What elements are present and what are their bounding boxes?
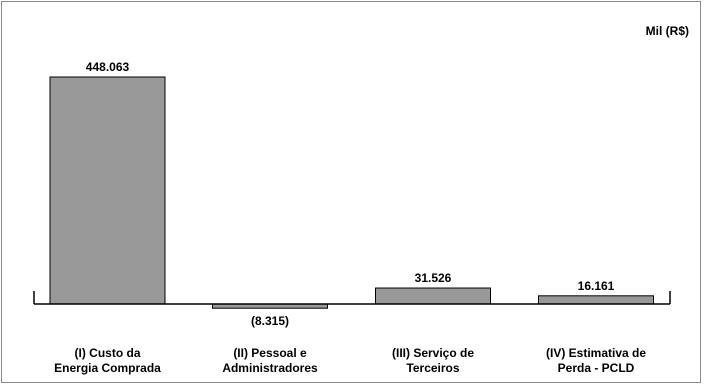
data-label-1: 448.063 xyxy=(86,60,130,74)
bar-4 xyxy=(538,295,654,305)
category-label-4: (IV) Estimativa de Perda - PCLD xyxy=(546,346,646,375)
category-label-line: Terceiros xyxy=(406,361,459,375)
category-label-line: (III) Serviço de xyxy=(392,346,474,360)
category-label-3: (III) Serviço de Terceiros xyxy=(392,346,474,375)
bar-3 xyxy=(375,287,491,305)
category-label-line: Perda - PCLD xyxy=(558,361,635,375)
unit-label: Mil (R$) xyxy=(646,24,689,38)
data-label-3: 31.526 xyxy=(415,271,452,285)
category-label-line: Administradores xyxy=(222,361,318,375)
category-label-2: (II) Pessoal e Administradores xyxy=(222,346,318,375)
category-label-line: (II) Pessoal e xyxy=(233,346,307,360)
category-label-1: (I) Custo da Energia Comprada xyxy=(54,346,161,375)
data-label-2: (8.315) xyxy=(251,314,289,328)
category-label-line: (I) Custo da xyxy=(75,346,141,360)
category-label-line: (IV) Estimativa de xyxy=(546,346,646,360)
category-label-line: Energia Comprada xyxy=(54,361,161,375)
bar-1 xyxy=(49,76,166,305)
data-label-4: 16.161 xyxy=(578,279,615,293)
